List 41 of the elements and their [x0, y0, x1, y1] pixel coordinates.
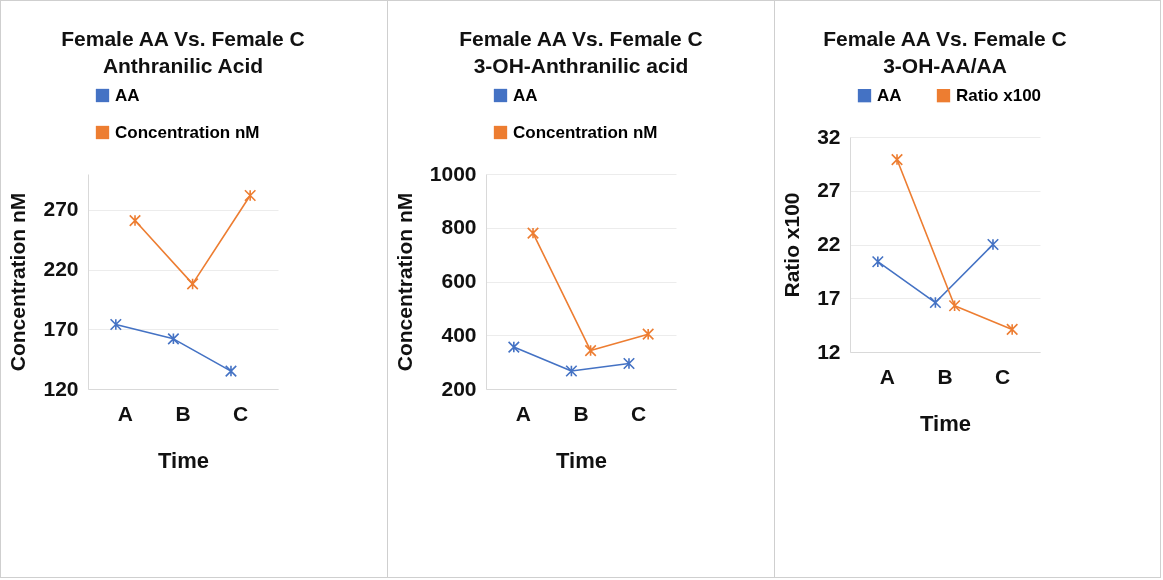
x-tick-label: C: [630, 401, 647, 425]
y-tick-label: 400: [441, 322, 477, 346]
x-axis-title: Time: [556, 447, 607, 473]
y-tick-label: 1000: [429, 161, 477, 185]
chart-title: Female AA Vs. Female C: [61, 27, 305, 50]
legend-label: Concentration nM: [115, 122, 260, 142]
y-tick-label: 22: [817, 232, 841, 255]
y-axis-title: Ratio x100: [780, 192, 804, 298]
x-tick-label: C: [994, 364, 1011, 388]
legend-label: Ratio x100: [956, 85, 1042, 105]
legend-label: AA: [513, 85, 538, 105]
chart-title: Female AA Vs. Female C: [459, 27, 703, 50]
y-tick-label: 120: [43, 376, 79, 400]
chart-title: Female AA Vs. Female C: [823, 27, 1067, 50]
x-axis-title: Time: [158, 447, 209, 473]
y-tick-label: 32: [817, 124, 841, 148]
x-tick-label: B: [937, 364, 953, 388]
y-tick-label: 17: [817, 285, 841, 309]
chart-subtitle: Anthranilic Acid: [102, 54, 264, 77]
y-tick-label: 27: [817, 178, 841, 202]
legend-label: AA: [115, 85, 140, 105]
x-tick-label: B: [175, 401, 191, 425]
y-tick-label: 12: [817, 339, 841, 363]
y-tick-label: 270: [43, 197, 79, 221]
x-axis-title: Time: [920, 410, 971, 436]
x-tick-label: B: [573, 401, 589, 425]
y-tick-label: 200: [441, 376, 477, 400]
y-tick-label: 600: [441, 269, 477, 292]
y-tick-label: 170: [43, 316, 79, 340]
chart-subtitle: 3-OH-AA/AA: [883, 54, 1007, 77]
y-tick-label: 220: [43, 257, 79, 281]
x-tick-label: A: [117, 401, 134, 425]
x-tick-label: C: [232, 401, 249, 425]
legend-label: Concentration nM: [513, 122, 658, 142]
y-tick-label: 800: [441, 215, 477, 239]
legend-label: AA: [877, 85, 902, 105]
x-tick-label: A: [879, 364, 896, 388]
chart-subtitle: 3-OH-Anthranilic acid: [473, 54, 689, 77]
y-axis-title: Concentration nM: [392, 192, 416, 372]
x-tick-label: A: [515, 401, 532, 425]
y-axis-title: Concentration nM: [6, 192, 30, 372]
